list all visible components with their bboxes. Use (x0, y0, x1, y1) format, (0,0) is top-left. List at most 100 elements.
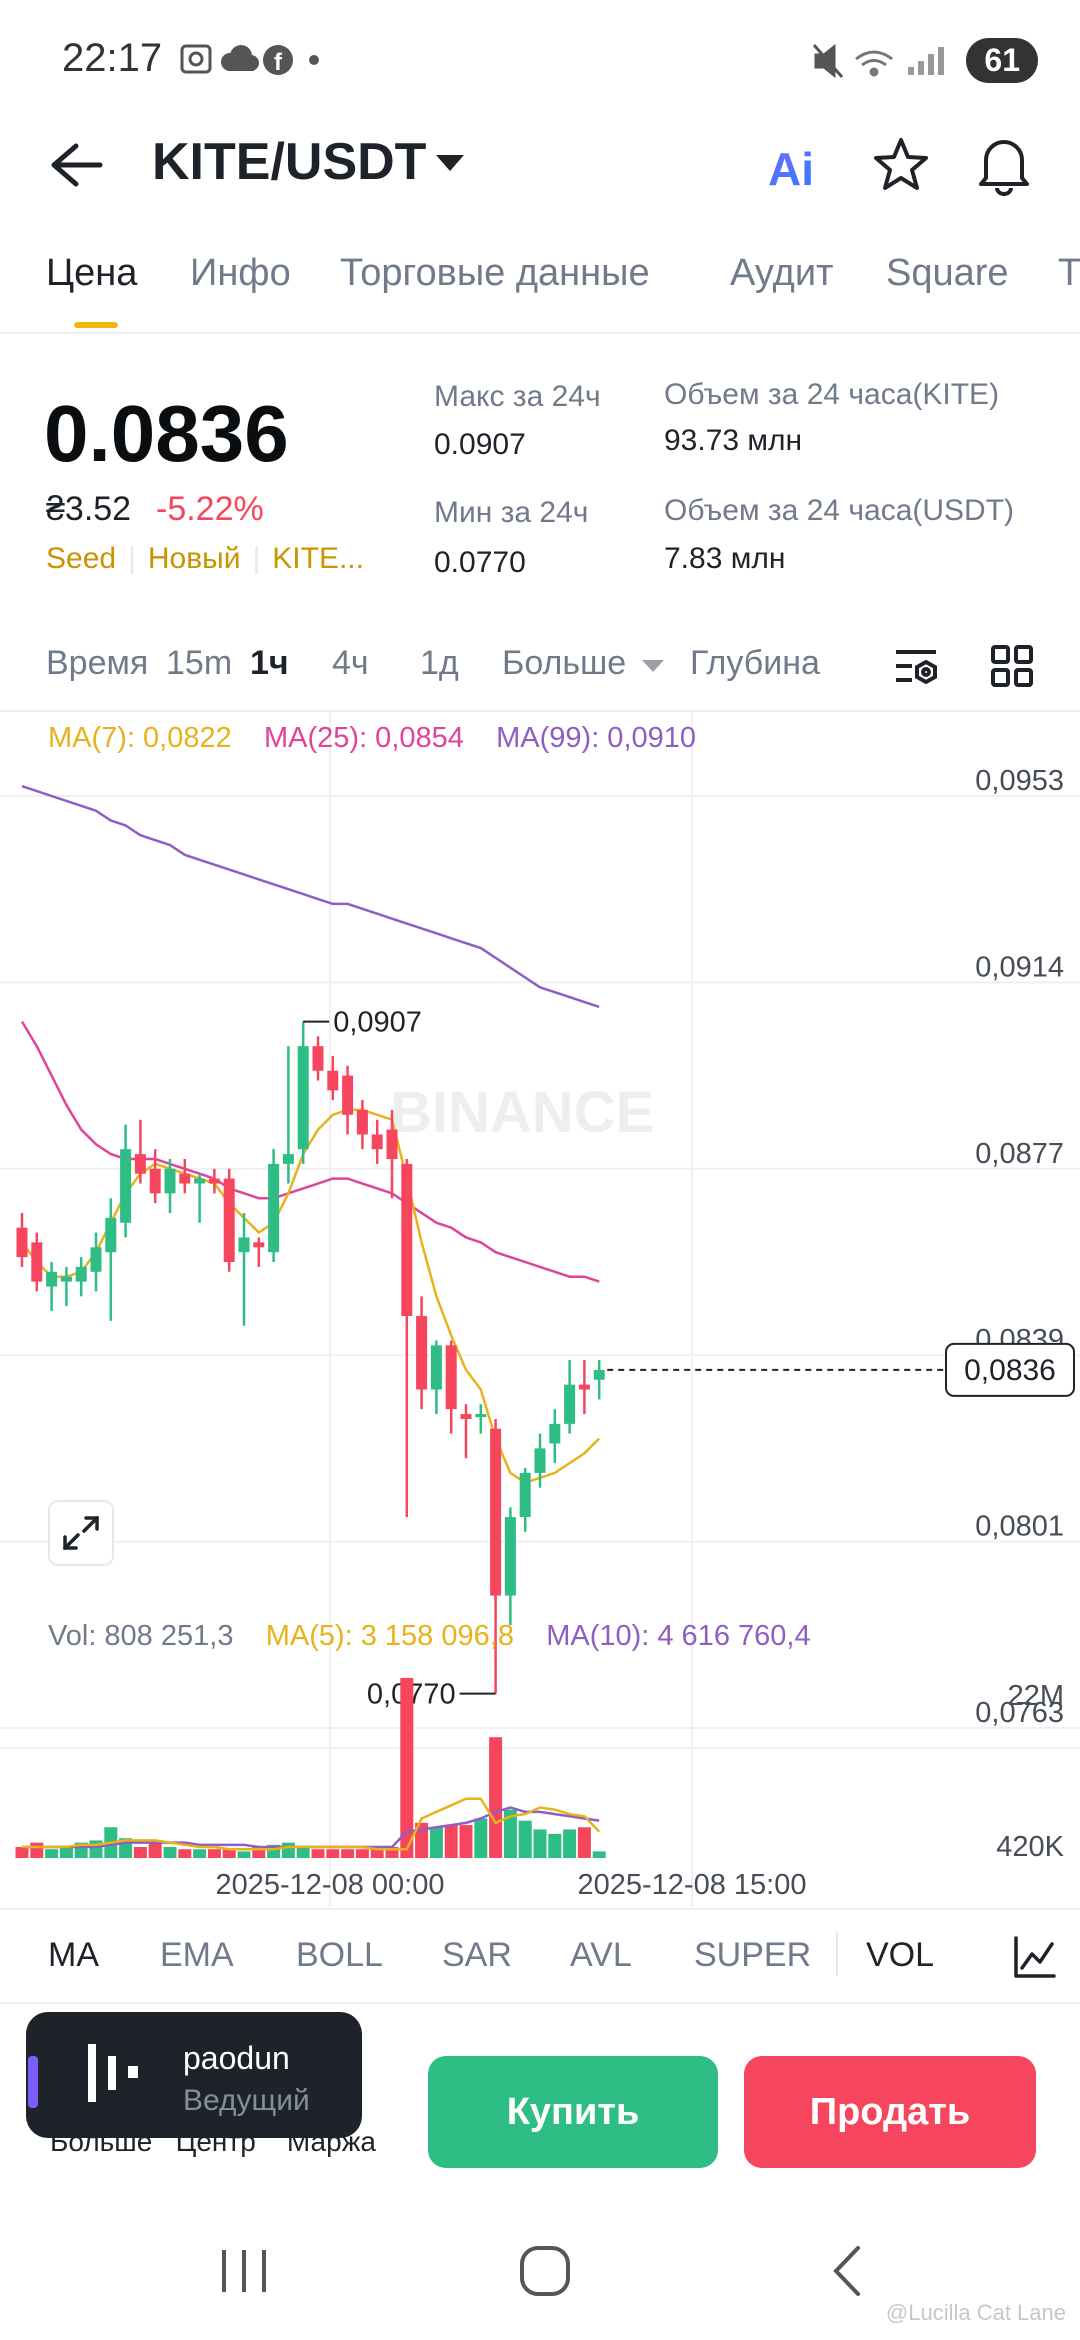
volume-bar (503, 1809, 517, 1858)
candle-body (238, 1237, 250, 1253)
candle-body (282, 1154, 294, 1164)
status-icons-right: 61 (812, 38, 1038, 83)
candle-body (386, 1129, 398, 1159)
indicator-ma[interactable]: MA (48, 1936, 99, 1974)
pair-selector[interactable]: KITE/USDT (152, 133, 427, 191)
live-overlay-card[interactable] (26, 2012, 362, 2138)
tag-seed[interactable]: Seed (46, 542, 117, 575)
indicator-sar[interactable]: SAR (442, 1936, 512, 1974)
waveform-icon (88, 2044, 138, 2102)
buy-button[interactable]: Купить (428, 2056, 718, 2168)
candle-body (342, 1075, 354, 1115)
low-24h-label: Мин за 24ч (434, 496, 589, 529)
candle-body (445, 1345, 457, 1410)
notification-bell-icon[interactable] (976, 134, 1032, 196)
volume-ma-lines: 22M 420K (22, 1680, 1065, 1863)
tag-token[interactable]: KITE... (272, 542, 364, 575)
tab-trading-data[interactable]: Торговые данные (340, 252, 650, 294)
grid-layout-icon[interactable] (990, 644, 1034, 688)
candlestick-chart[interactable]: BINANCE 0,09530,09140,08770,08390,08010,… (0, 712, 1080, 1907)
indicator-vol[interactable]: VOL (866, 1936, 935, 1974)
ai-assistant-icon[interactable]: Ai (768, 143, 814, 195)
indicator-super[interactable]: SUPER (694, 1936, 812, 1974)
interval-4h[interactable]: 4ч (332, 644, 369, 682)
chart-watermark: BINANCE (390, 1080, 654, 1145)
volume-bar (563, 1829, 577, 1858)
chart-grid (0, 712, 1080, 1907)
interval-1h[interactable]: 1ч (250, 644, 289, 682)
volume-bar (133, 1847, 147, 1858)
volume-quote-value: 7.83 млн (664, 542, 786, 575)
screenshot-icon (180, 44, 212, 74)
recent-apps-icon[interactable] (214, 2242, 274, 2300)
favorite-star-icon[interactable] (872, 136, 930, 194)
volume-value: Vol: 808 251,3 (48, 1620, 234, 1652)
candle-body (490, 1428, 502, 1596)
price-fiat: ₴3.52 (46, 490, 132, 528)
price-change: -5.22% (156, 490, 264, 528)
tab-more[interactable]: Т (1058, 252, 1080, 294)
tab-price[interactable]: Цена (46, 252, 138, 294)
x-tick-label: 2025-12-08 15:00 (578, 1869, 807, 1901)
cloud-icon (221, 45, 259, 71)
svg-text:f: f (274, 49, 283, 76)
ma25-line (20, 1020, 600, 1283)
interval-more-caret-icon[interactable] (642, 660, 664, 672)
token-tags: Seed | Новый | KITE... (46, 542, 364, 576)
y-tick-label: 0,0914 (975, 951, 1064, 983)
volume-base-label: Объем за 24 часа(KITE) (664, 378, 1000, 411)
volume-bar (548, 1833, 562, 1858)
overlay-host-role: Ведущий (183, 2084, 310, 2117)
back-arrow-icon[interactable] (46, 140, 106, 190)
back-nav-icon[interactable] (824, 2242, 874, 2300)
home-icon[interactable] (516, 2242, 576, 2300)
mute-icon (813, 43, 844, 78)
high-24h-value: 0.0907 (434, 428, 526, 461)
indicator-boll[interactable]: BOLL (296, 1936, 383, 1974)
overlay-accent (28, 2056, 38, 2108)
volume-bars (15, 1677, 606, 1858)
interval-1d[interactable]: 1д (420, 644, 459, 682)
volume-legend: Vol: 808 251,3 MA(5): 3 158 096,8 MA(10)… (48, 1620, 811, 1653)
volume-bar (459, 1825, 473, 1858)
volume-bar (237, 1851, 251, 1858)
candle-body (327, 1070, 339, 1091)
candle-body (460, 1414, 472, 1419)
tab-square[interactable]: Square (886, 252, 1009, 294)
volume-bar (370, 1849, 384, 1858)
candle-body (268, 1163, 280, 1253)
candle-body (371, 1134, 383, 1150)
indicator-ema[interactable]: EMA (160, 1936, 234, 1974)
interval-15m[interactable]: 15m (166, 644, 233, 682)
volume-bar (489, 1737, 503, 1858)
sell-button[interactable]: Продать (744, 2056, 1036, 2168)
candle-body (253, 1242, 265, 1248)
candle-body (430, 1345, 442, 1390)
vol_ma5-line (22, 1797, 601, 1851)
ma7-legend: MA(7): 0,0822 (48, 722, 232, 754)
current-price-label: 0,0836 (964, 1354, 1056, 1387)
volume-bar (311, 1849, 325, 1858)
fullscreen-button[interactable] (48, 1500, 114, 1566)
interval-time[interactable]: Время (46, 644, 149, 682)
y-tick-label: 0,0953 (975, 765, 1064, 797)
status-icons-left: f (178, 40, 328, 89)
indicator-avl[interactable]: AVL (570, 1936, 632, 1974)
candle-body (60, 1276, 72, 1282)
indicator-bar: MA EMA BOLL SAR AVL SUPER VOL (0, 1908, 1080, 2004)
interval-depth[interactable]: Глубина (690, 644, 820, 682)
tag-new[interactable]: Новый (147, 542, 241, 575)
volume-bar (45, 1849, 59, 1858)
indicator-chart-icon[interactable] (1012, 1934, 1058, 1980)
volume-bar (518, 1820, 532, 1858)
tab-info[interactable]: Инфо (190, 252, 291, 294)
tab-audit[interactable]: Аудит (730, 252, 834, 294)
candle-body (475, 1414, 487, 1418)
interval-more[interactable]: Больше (502, 644, 627, 682)
candle-body (549, 1423, 561, 1444)
pair-dropdown-icon[interactable] (436, 155, 464, 171)
volume-bar (30, 1842, 44, 1858)
chart-settings-icon[interactable] (892, 644, 942, 690)
volume-bar (577, 1827, 591, 1858)
candle-body (149, 1168, 161, 1194)
